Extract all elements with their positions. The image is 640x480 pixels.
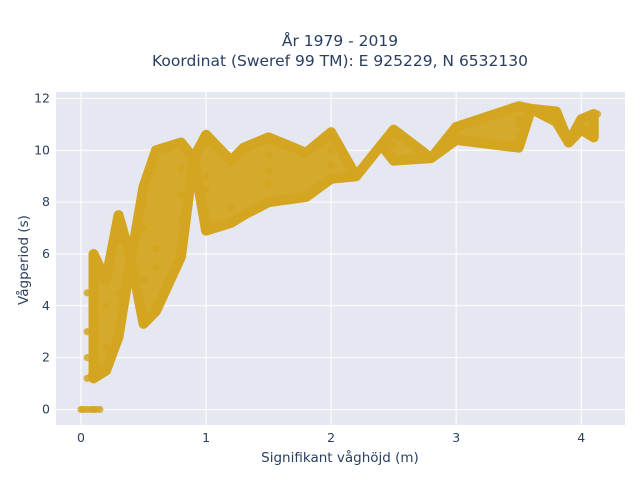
x-tick-label: 3 xyxy=(452,430,460,445)
data-point xyxy=(177,190,185,198)
data-point xyxy=(102,343,110,351)
data-point xyxy=(83,328,91,336)
data-point xyxy=(352,172,360,180)
data-point xyxy=(114,211,123,219)
data-point xyxy=(152,307,160,315)
data-point xyxy=(518,102,527,110)
data-point xyxy=(593,110,602,118)
data-point xyxy=(227,219,235,227)
data-point xyxy=(102,302,110,310)
chart-title-line1: År 1979 - 2019 xyxy=(282,31,398,50)
data-point xyxy=(202,131,210,139)
data-point xyxy=(515,115,523,123)
data-point xyxy=(452,125,460,134)
data-point xyxy=(89,315,98,323)
data-point xyxy=(96,405,104,414)
data-point xyxy=(89,250,98,258)
data-point xyxy=(139,276,148,284)
data-point xyxy=(550,107,558,116)
data-point xyxy=(152,245,160,253)
data-point xyxy=(327,175,335,183)
data-point xyxy=(565,138,573,147)
y-tick-label: 12 xyxy=(34,90,50,105)
x-tick-label: 0 xyxy=(77,430,85,445)
chart-title-line2: Koordinat (Sweref 99 TM): E 925229, N 65… xyxy=(152,52,528,70)
data-point xyxy=(427,154,435,162)
data-point xyxy=(139,224,148,232)
data-point xyxy=(302,193,310,201)
y-tick-label: 8 xyxy=(42,194,50,209)
data-point xyxy=(390,141,398,149)
data-point xyxy=(515,120,523,128)
data-point xyxy=(571,125,579,134)
data-point xyxy=(202,227,210,235)
data-points xyxy=(77,102,602,414)
x-tick-label: 4 xyxy=(577,430,585,445)
data-point xyxy=(83,289,91,297)
y-tick-label: 0 xyxy=(42,401,50,416)
data-point xyxy=(327,146,335,154)
data-point xyxy=(139,198,148,206)
data-point xyxy=(264,151,273,160)
data-point xyxy=(515,131,523,139)
data-point xyxy=(89,348,98,357)
data-point xyxy=(239,211,248,219)
data-point xyxy=(152,146,160,154)
y-tick-label: 4 xyxy=(42,298,50,313)
data-point xyxy=(152,263,160,271)
data-point xyxy=(525,105,533,113)
y-tick-labels: 0 2 4 6 8 10 12 xyxy=(34,90,50,416)
data-point xyxy=(114,289,123,297)
data-point xyxy=(264,133,273,141)
data-point xyxy=(390,125,398,134)
data-point xyxy=(139,320,148,328)
data-point xyxy=(127,255,135,263)
data-point xyxy=(264,180,273,188)
data-point xyxy=(114,333,123,341)
data-point xyxy=(202,172,210,180)
data-point xyxy=(177,234,185,243)
data-point xyxy=(202,208,210,217)
y-axis-title: Vågperiod (s) xyxy=(15,215,32,305)
data-point xyxy=(390,131,398,139)
data-point xyxy=(114,237,123,245)
data-point xyxy=(377,141,385,149)
data-point xyxy=(177,164,185,173)
data-point xyxy=(177,252,185,261)
data-point xyxy=(264,167,273,175)
data-point xyxy=(202,185,210,193)
data-point xyxy=(264,198,273,206)
data-point xyxy=(590,133,598,141)
x-tick-label: 1 xyxy=(202,430,210,445)
data-point xyxy=(327,162,335,170)
x-tick-labels: 0 1 2 3 4 xyxy=(77,430,585,445)
data-point xyxy=(139,182,148,191)
y-tick-label: 6 xyxy=(42,246,50,261)
data-point xyxy=(96,366,104,375)
data-point xyxy=(177,216,185,224)
y-tick-label: 2 xyxy=(42,350,50,365)
data-point xyxy=(452,136,460,144)
data-point xyxy=(227,203,235,211)
data-point xyxy=(327,128,335,136)
data-point xyxy=(577,115,585,123)
x-tick-label: 2 xyxy=(327,430,335,445)
data-point xyxy=(189,154,198,162)
data-point xyxy=(202,138,210,147)
data-point xyxy=(515,144,523,152)
data-point xyxy=(227,157,235,165)
data-point xyxy=(239,144,248,152)
data-point xyxy=(177,138,185,147)
data-point xyxy=(102,276,110,284)
data-point xyxy=(83,354,91,362)
data-point xyxy=(302,149,310,157)
y-tick-label: 10 xyxy=(34,142,50,157)
data-point xyxy=(552,118,560,126)
data-point xyxy=(390,157,398,165)
x-axis-title: Signifikant våghöjd (m) xyxy=(261,449,419,466)
